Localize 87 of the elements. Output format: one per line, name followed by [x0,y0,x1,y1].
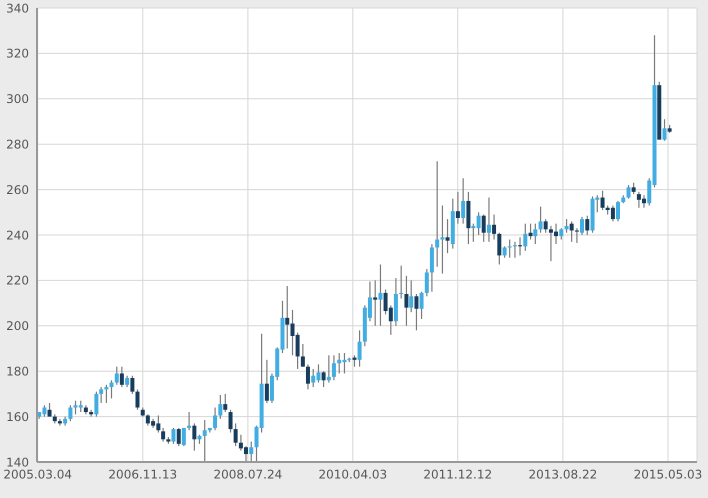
candlestick [197,434,202,444]
candlestick [171,427,176,444]
candlestick [213,406,218,431]
candlestick [52,414,57,424]
candlestick [626,184,631,200]
x-tick-label: 2006.11.13 [108,468,178,482]
candlestick [461,178,466,224]
candlestick [161,427,166,442]
candlestick [662,118,667,142]
candlestick [580,216,584,236]
candlestick [94,391,98,418]
candlestick [48,402,52,418]
candlestick [140,406,145,418]
y-tick-label: 200 [6,319,29,334]
candlestick [130,375,134,394]
candlestick [187,411,192,431]
candlestick [502,246,507,258]
candlestick [182,427,186,447]
candlestick [135,388,140,410]
candlestick [564,218,569,234]
candlestick [192,422,196,452]
y-tick-label: 220 [6,274,29,288]
candlestick [110,380,114,400]
candlestick [249,440,254,462]
candlestick [228,409,233,434]
candlestick [84,404,88,415]
candlestick [497,232,502,266]
candlestick [99,386,104,404]
candlestick [322,370,326,388]
candlestick [378,264,382,326]
candlestick [570,220,574,242]
candlestick [120,366,124,388]
candlestick [300,343,305,368]
candlestick [456,191,460,224]
candlestick [404,275,408,326]
candlestick [234,422,238,447]
candlestick [326,354,331,384]
x-tick-label: 2010.04.03 [318,468,388,482]
x-tick-label: 2013.08.22 [528,468,598,482]
y-tick-label: 180 [6,364,29,378]
candlestick [202,419,207,462]
candlestick [492,214,496,240]
candlestick [585,215,590,236]
candlestick [559,228,564,240]
candlestick [352,354,356,368]
candlestick [264,359,269,404]
candlestick [518,236,522,256]
candlestick [420,291,424,320]
candlestick [538,206,543,234]
y-tick-label: 260 [6,182,29,197]
x-tick-label: 2005.03.04 [3,468,72,482]
candlestick [512,241,517,258]
candlestick [424,268,429,297]
x-tick-label: 2015.05.03 [634,468,702,482]
y-tick-label: 140 [6,455,29,470]
candlestick [42,404,46,418]
candlestick [68,404,72,422]
x-tick-label: 2011.12.12 [423,468,492,482]
candlestick [114,366,119,386]
candlestick [223,393,228,413]
candlestick [414,293,418,331]
candlestick [523,223,528,252]
candlestick [528,223,533,240]
candlestick [435,160,440,268]
candlestick [482,214,486,242]
y-tick-label: 320 [6,46,29,61]
candlestick [218,394,222,420]
candlestick [104,384,108,404]
candlestick [125,375,130,388]
y-tick-label: 280 [6,137,29,152]
x-tick-label: 2008.07.24 [214,468,282,482]
candlestick [544,218,548,234]
candlestick [533,223,538,245]
y-tick-label: 300 [6,92,29,106]
y-tick-label: 240 [6,228,29,242]
candlestick [63,416,68,426]
y-tick-label: 160 [6,410,29,424]
y-tick-label: 340 [6,1,29,16]
candlestick [600,190,605,211]
candlestick [486,196,491,242]
candlestick [306,364,310,390]
candlestick [358,330,362,368]
candlestick [409,280,414,313]
candlestick [616,200,620,222]
candlestick [332,354,336,381]
candlestick [632,182,636,195]
candlestick [176,427,181,447]
